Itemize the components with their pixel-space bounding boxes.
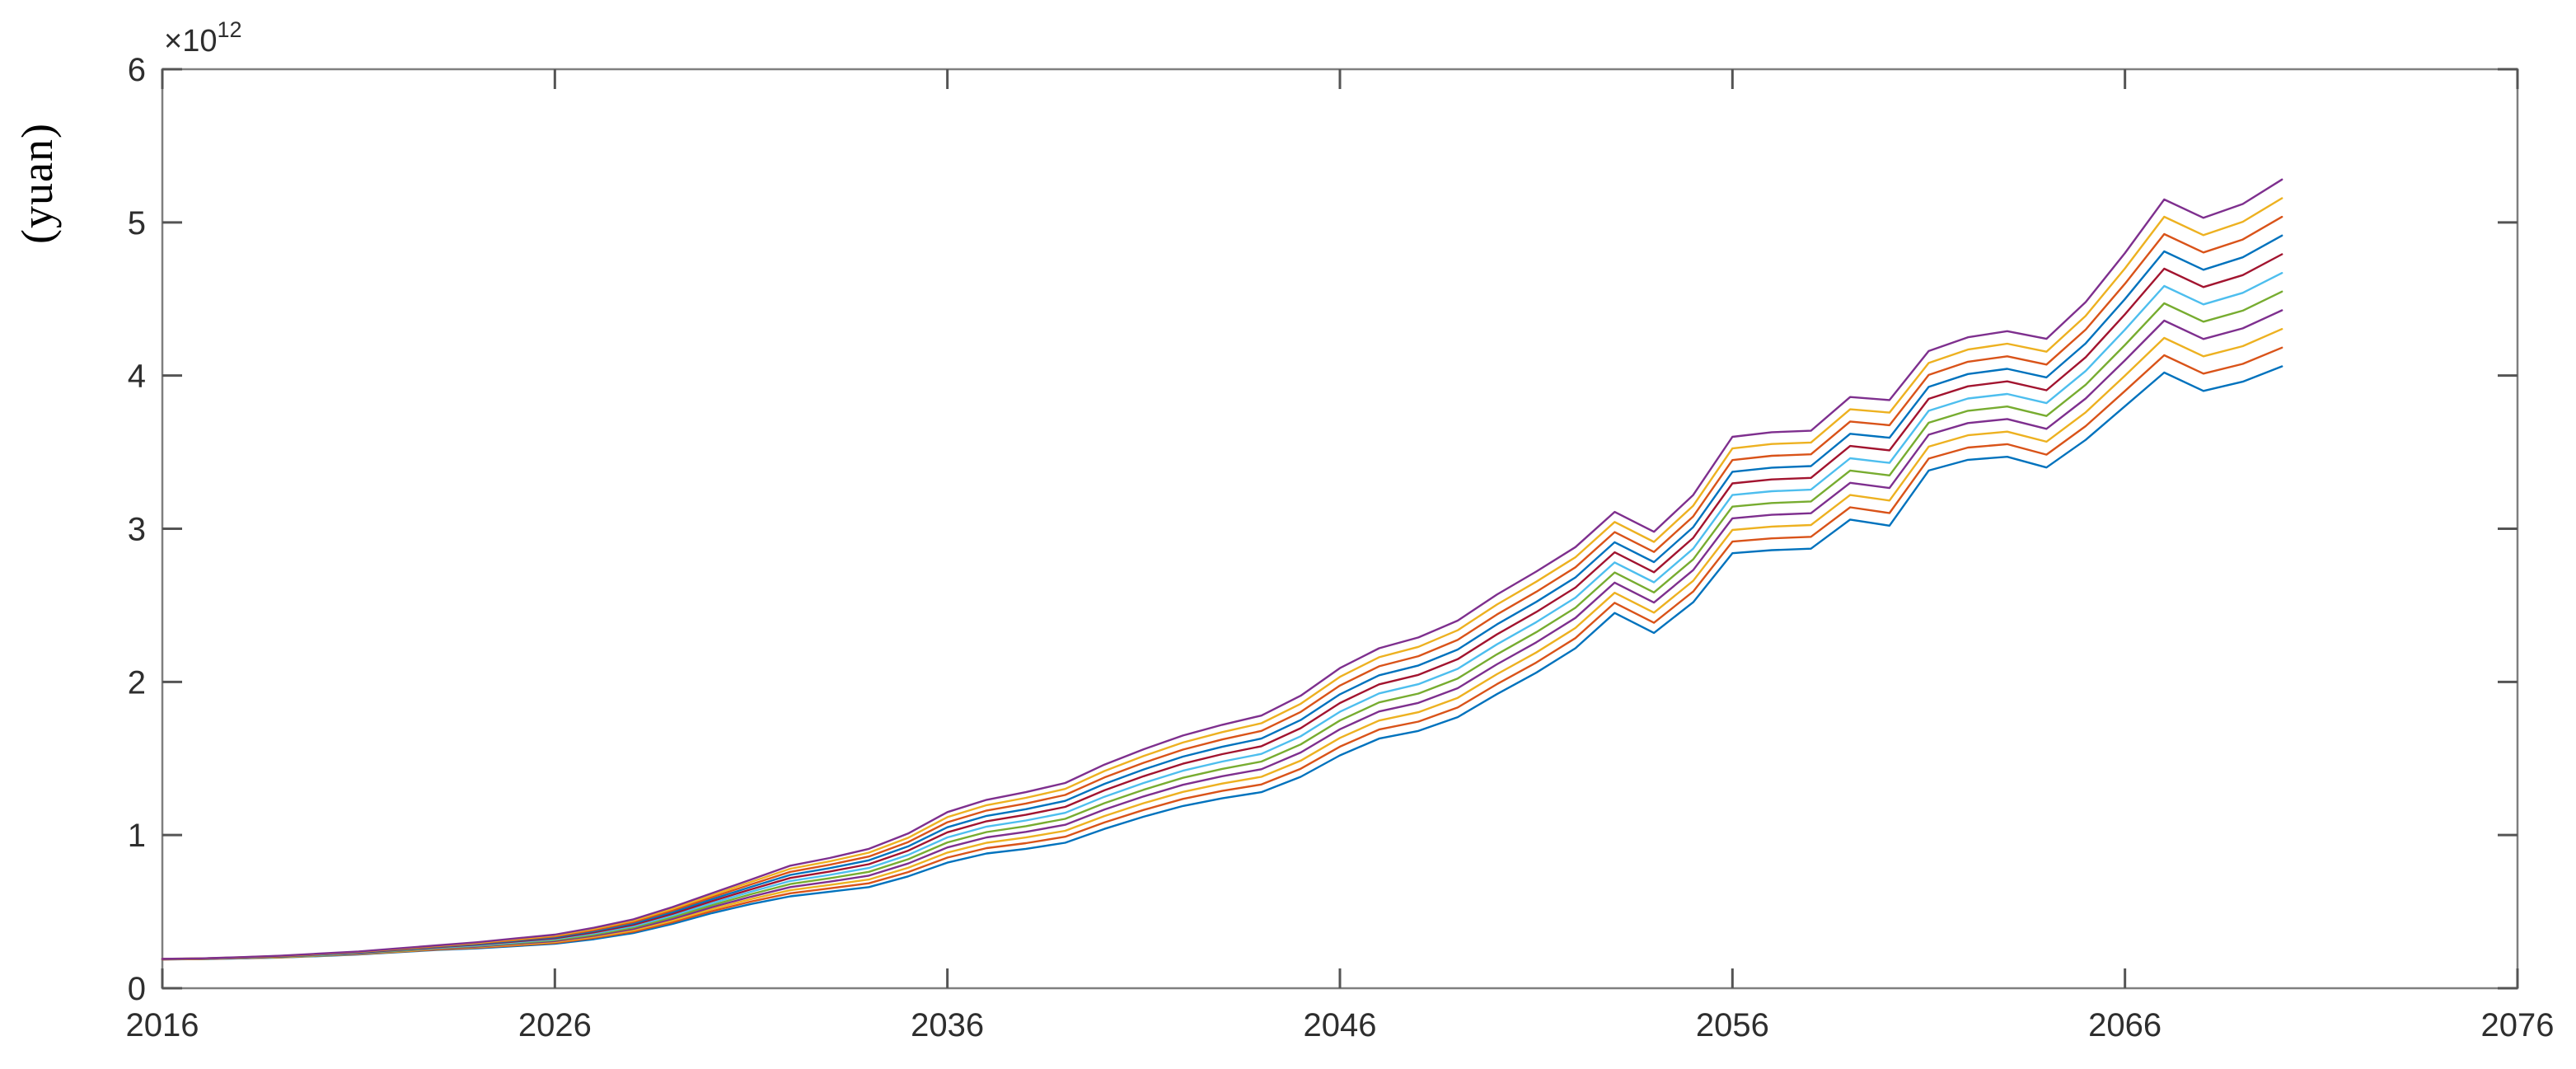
x-tick-label: 2056 xyxy=(1696,1007,1769,1043)
x-tick-label: 2066 xyxy=(2088,1007,2161,1043)
series-line-series-10 xyxy=(161,197,2283,960)
x-tick-label: 2016 xyxy=(126,1007,199,1043)
y-tick-label: 1 xyxy=(128,818,146,854)
x-tick-label: 2026 xyxy=(518,1007,592,1043)
x-tick-label: 2046 xyxy=(1304,1007,1377,1043)
x-tick-label: 2036 xyxy=(911,1007,984,1043)
series-line-series-9 xyxy=(161,215,2283,960)
series-line-series-1 xyxy=(161,365,2283,961)
series-line-series-7 xyxy=(161,253,2283,960)
y-tick-label: 3 xyxy=(128,512,146,548)
series-line-series-5 xyxy=(161,290,2283,960)
series-line-series-8 xyxy=(161,234,2283,960)
series-line-series-4 xyxy=(161,309,2283,961)
y-tick-label: 4 xyxy=(128,359,146,395)
series-line-series-11 xyxy=(161,178,2283,960)
plot-area-box xyxy=(161,68,2519,990)
y-tick-label: 6 xyxy=(128,52,146,88)
y-axis-exponent-label: ×1012 xyxy=(164,17,242,59)
y-tick-label: 2 xyxy=(128,664,146,701)
x-tick-label: 2076 xyxy=(2481,1007,2555,1043)
y-tick-label: 5 xyxy=(128,205,146,241)
y-tick-label: 0 xyxy=(128,971,146,1007)
series-line-series-2 xyxy=(161,346,2283,961)
